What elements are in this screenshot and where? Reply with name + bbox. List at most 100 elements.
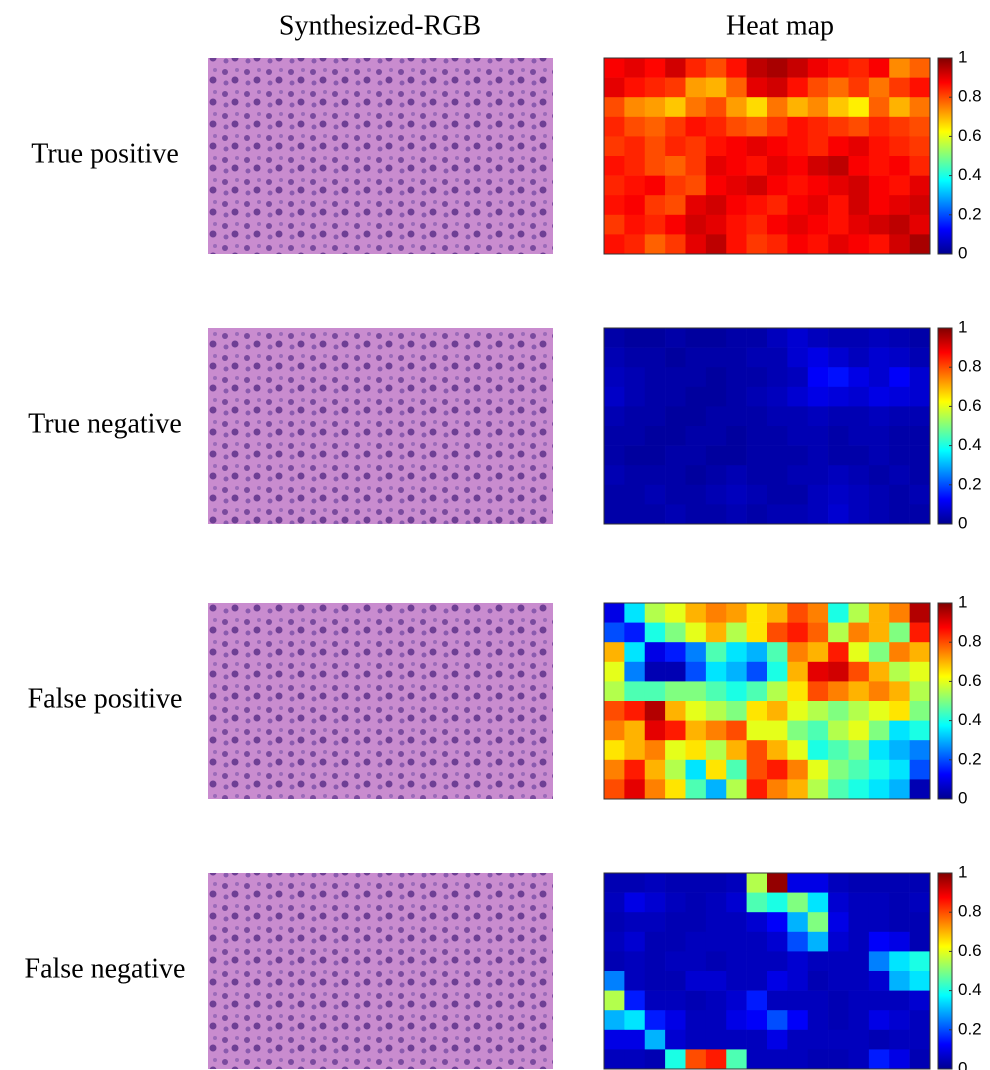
heat-cell xyxy=(828,234,849,255)
heat-cell xyxy=(909,195,931,216)
heat-cell xyxy=(767,603,788,623)
heat-cell xyxy=(909,58,931,78)
heat-cell xyxy=(909,484,931,505)
heat-cell xyxy=(665,740,686,761)
heat-cell xyxy=(624,97,646,118)
heat-cell xyxy=(665,701,686,721)
heat-cell xyxy=(807,175,829,196)
heat-cell xyxy=(746,484,768,505)
heat-cell xyxy=(828,1049,849,1070)
row-label: True negative xyxy=(28,408,182,439)
heat-cell xyxy=(868,195,890,216)
heat-cell xyxy=(787,951,809,972)
heat-cell xyxy=(685,175,707,196)
heat-cell xyxy=(624,406,646,427)
heat-cell xyxy=(807,97,829,118)
heat-cell xyxy=(787,720,809,741)
heat-cell xyxy=(624,873,646,893)
heat-cell xyxy=(909,622,931,643)
row-label: False negative xyxy=(25,953,186,984)
heat-cell xyxy=(889,642,910,663)
colorbar xyxy=(937,872,953,1070)
heat-cell xyxy=(665,603,686,623)
heat-cell xyxy=(644,195,666,216)
heat-cell xyxy=(665,951,686,972)
heat-cell xyxy=(807,465,829,486)
heat-cell xyxy=(705,1029,727,1050)
heat-cell xyxy=(909,328,931,348)
colorbar-tick-label: 0.6 xyxy=(958,126,982,145)
heat-cell xyxy=(746,971,768,991)
heat-cell xyxy=(889,740,910,761)
heat-cell xyxy=(685,58,707,78)
heat-cell xyxy=(705,328,727,348)
heat-cell xyxy=(665,116,686,137)
heat-cell xyxy=(807,1029,829,1050)
heat-cell xyxy=(848,484,870,505)
heat-cell xyxy=(604,603,625,623)
heat-cell xyxy=(828,701,849,721)
heat-cell xyxy=(767,58,788,78)
heat-cell xyxy=(624,951,646,972)
heat-cell xyxy=(828,136,849,157)
heat-cell xyxy=(644,720,666,741)
heat-cell xyxy=(685,892,707,913)
heat-cell xyxy=(868,661,890,682)
heat-cell xyxy=(787,681,809,702)
heat-cell xyxy=(705,426,727,446)
heat-cell xyxy=(624,175,646,196)
heat-cell xyxy=(665,681,686,702)
heat-cell xyxy=(828,642,849,663)
heat-cell xyxy=(807,642,829,663)
heat-cell xyxy=(767,445,788,466)
heat-cell xyxy=(889,661,910,682)
heat-cell xyxy=(848,426,870,446)
heat-cell xyxy=(787,347,809,368)
colorbar-tick-label: 0.8 xyxy=(958,632,982,651)
heat-cell xyxy=(787,214,809,235)
heat-cell xyxy=(746,77,768,98)
histology-image xyxy=(208,873,553,1069)
heat-cell xyxy=(624,116,646,137)
colorbar-tick-label: 0.4 xyxy=(958,710,982,729)
heat-cell xyxy=(665,892,686,913)
heat-cell xyxy=(685,740,707,761)
heat-cell xyxy=(848,661,870,682)
heat-cell xyxy=(807,740,829,761)
heat-cell xyxy=(868,116,890,137)
heat-cell xyxy=(807,77,829,98)
colorbar-tick-label: 0 xyxy=(958,788,967,807)
heat-cell xyxy=(767,406,788,427)
heat-cell xyxy=(746,873,768,893)
colorbar-tick-label: 1 xyxy=(958,862,967,881)
heat-cell xyxy=(828,931,849,952)
heat-cell xyxy=(746,136,768,157)
heat-cell xyxy=(889,912,910,933)
heat-cell xyxy=(909,701,931,721)
heat-cell xyxy=(787,406,809,427)
heat-cell xyxy=(889,367,910,388)
heat-cell xyxy=(624,484,646,505)
heat-cell xyxy=(909,951,931,972)
colorbar-tick-label: 0.6 xyxy=(958,941,982,960)
heat-cell xyxy=(807,873,829,893)
heat-cell xyxy=(644,386,666,407)
heat-cell xyxy=(868,603,890,623)
heat-cell xyxy=(705,484,727,505)
heat-cell xyxy=(807,386,829,407)
heat-cell xyxy=(889,426,910,446)
heat-cell xyxy=(787,912,809,933)
heat-cell xyxy=(868,367,890,388)
heat-cell xyxy=(685,328,707,348)
heat-cell xyxy=(726,603,747,623)
heat-cell xyxy=(787,97,809,118)
heat-cell xyxy=(828,1029,849,1050)
heat-cell xyxy=(909,504,931,525)
heat-cell xyxy=(848,1049,870,1070)
heat-cell xyxy=(828,892,849,913)
heat-cell xyxy=(848,347,870,368)
heat-cell xyxy=(868,445,890,466)
heat-cell xyxy=(767,426,788,446)
heat-cell xyxy=(726,195,747,216)
heat-cell xyxy=(868,873,890,893)
